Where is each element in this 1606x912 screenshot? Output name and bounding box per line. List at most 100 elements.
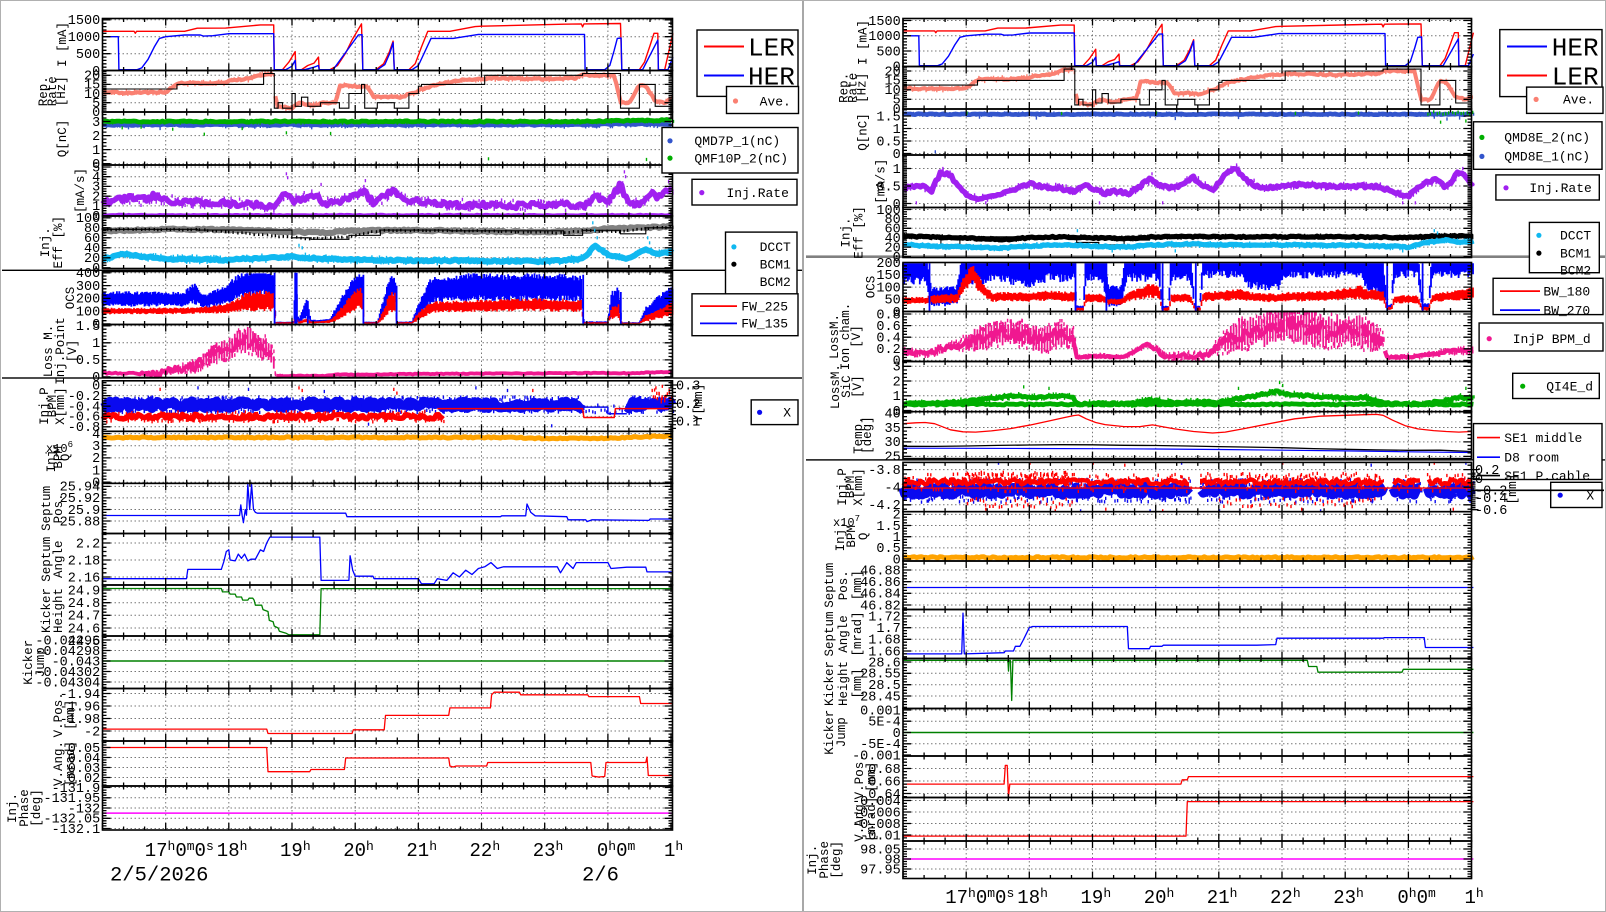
svg-text:1: 1	[893, 123, 901, 138]
svg-text:400: 400	[76, 267, 100, 282]
svg-text:Eff [%]: Eff [%]	[52, 216, 66, 269]
svg-text:150: 150	[876, 269, 900, 284]
svg-text:Inj.: Inj.	[6, 793, 20, 823]
svg-text:200: 200	[76, 293, 100, 308]
svg-text:24.6: 24.6	[68, 622, 100, 637]
svg-text:X[mm]: X[mm]	[54, 387, 68, 425]
svg-text:0.5: 0.5	[876, 542, 900, 557]
svg-text:20: 20	[84, 70, 100, 85]
svg-text:-0.6: -0.6	[1475, 504, 1507, 519]
svg-text:0.6: 0.6	[876, 320, 900, 335]
svg-text:5: 5	[92, 97, 100, 112]
svg-text:[mrad]: [mrad]	[865, 797, 879, 842]
svg-text:0: 0	[92, 371, 100, 386]
svg-text:Kicker: Kicker	[823, 710, 837, 755]
svg-text:0h0m: 0h0m	[597, 839, 636, 862]
svg-text:Ion cham.: Ion cham.	[839, 303, 853, 371]
svg-text:[mm]: [mm]	[64, 700, 78, 730]
svg-text:HER: HER	[1552, 34, 1599, 64]
svg-text:2: 2	[92, 130, 100, 145]
svg-text:28.55: 28.55	[860, 668, 901, 683]
svg-text:-132.1: -132.1	[52, 823, 101, 838]
svg-text:1.5: 1.5	[876, 110, 900, 125]
svg-text:1h: 1h	[664, 839, 683, 862]
svg-text:0.1: 0.1	[676, 415, 700, 430]
svg-text:2.16: 2.16	[68, 571, 100, 586]
svg-text:-0.04304: -0.04304	[35, 676, 100, 691]
svg-text:46.88: 46.88	[860, 564, 901, 579]
svg-text:98.05: 98.05	[860, 843, 901, 858]
svg-text:-2: -2	[84, 725, 100, 740]
svg-text:0.04: 0.04	[68, 752, 100, 767]
svg-text:-132: -132	[68, 802, 100, 817]
svg-text:1: 1	[92, 337, 100, 352]
svg-text:-131.95: -131.95	[43, 792, 100, 807]
svg-text:35: 35	[884, 422, 900, 437]
svg-text:X: X	[1586, 489, 1594, 504]
svg-text:98: 98	[884, 853, 900, 868]
svg-text:0.2: 0.2	[876, 343, 900, 358]
svg-text:24.8: 24.8	[68, 597, 100, 612]
svg-text:1.7: 1.7	[876, 622, 900, 637]
svg-text:[deg]: [deg]	[830, 841, 844, 879]
svg-text:18h: 18h	[1017, 886, 1048, 909]
svg-text:V.Ang.: V.Ang.	[52, 741, 66, 786]
svg-text:100: 100	[76, 212, 100, 227]
svg-text:20h: 20h	[343, 839, 374, 862]
svg-text:2.2: 2.2	[76, 537, 100, 552]
svg-text:23h: 23h	[533, 839, 564, 862]
svg-text:-5E-4: -5E-4	[860, 738, 901, 753]
svg-text:LossM.: LossM.	[828, 314, 842, 359]
svg-text:20: 20	[84, 252, 100, 267]
svg-text:0: 0	[893, 306, 901, 321]
svg-text:100: 100	[76, 305, 100, 320]
svg-text:[V]: [V]	[66, 340, 80, 363]
svg-text:Inj.P: Inj.P	[38, 387, 52, 425]
svg-text:80: 80	[884, 213, 900, 228]
svg-text:[mA/s]: [mA/s]	[875, 159, 889, 204]
svg-text:-0.2: -0.2	[68, 390, 100, 405]
svg-text:Temp.: Temp.	[852, 416, 866, 454]
svg-text:60: 60	[884, 223, 900, 238]
svg-text:DCCT: DCCT	[760, 240, 791, 255]
svg-text:Septum: Septum	[823, 563, 837, 608]
svg-text:-0.04302: -0.04302	[35, 666, 100, 681]
svg-text:21h: 21h	[406, 839, 437, 862]
svg-text:[V]: [V]	[850, 325, 864, 348]
svg-text:1: 1	[92, 144, 100, 159]
svg-text:SE1 middle: SE1 middle	[1504, 431, 1582, 446]
svg-text:200: 200	[876, 257, 900, 272]
svg-text:BCM1: BCM1	[1560, 246, 1591, 261]
svg-text:Septum: Septum	[823, 611, 837, 656]
svg-text:25.92: 25.92	[60, 492, 101, 507]
svg-text:0: 0	[893, 553, 901, 568]
svg-text:0.64: 0.64	[868, 788, 900, 803]
svg-text:22h: 22h	[470, 839, 501, 862]
svg-text:BW_180: BW_180	[1543, 284, 1590, 299]
svg-text:1.66: 1.66	[868, 645, 900, 660]
svg-text:Q: Q	[59, 454, 73, 462]
svg-text:[deg]: [deg]	[861, 416, 875, 454]
svg-text:3: 3	[92, 116, 100, 131]
svg-text:Eff [%]: Eff [%]	[853, 206, 867, 259]
svg-text:97.95: 97.95	[860, 863, 901, 878]
svg-text:0.05: 0.05	[68, 742, 100, 757]
svg-text:40: 40	[884, 407, 900, 422]
svg-text:V.Ang.: V.Ang.	[853, 797, 867, 842]
svg-text:[mm]: [mm]	[1505, 473, 1520, 504]
svg-text:BW_270: BW_270	[1543, 303, 1590, 318]
svg-text:Kicker: Kicker	[40, 588, 54, 633]
svg-text:-0.006: -0.006	[852, 806, 901, 821]
svg-text:Y[mm]: Y[mm]	[691, 383, 706, 422]
svg-text:BCM1: BCM1	[760, 258, 791, 273]
svg-text:Inj.: Inj.	[840, 217, 854, 247]
svg-text:20h: 20h	[1144, 886, 1175, 909]
svg-text:-1.98: -1.98	[60, 713, 101, 728]
svg-text:0.66: 0.66	[868, 775, 900, 790]
svg-text:2/6: 2/6	[582, 865, 619, 888]
svg-text:0.5: 0.5	[876, 180, 900, 195]
svg-text:Ave.: Ave.	[760, 94, 791, 109]
svg-text:1.72: 1.72	[868, 610, 900, 625]
svg-text:Angle: Angle	[837, 615, 851, 653]
svg-text:Kicker: Kicker	[22, 640, 36, 685]
